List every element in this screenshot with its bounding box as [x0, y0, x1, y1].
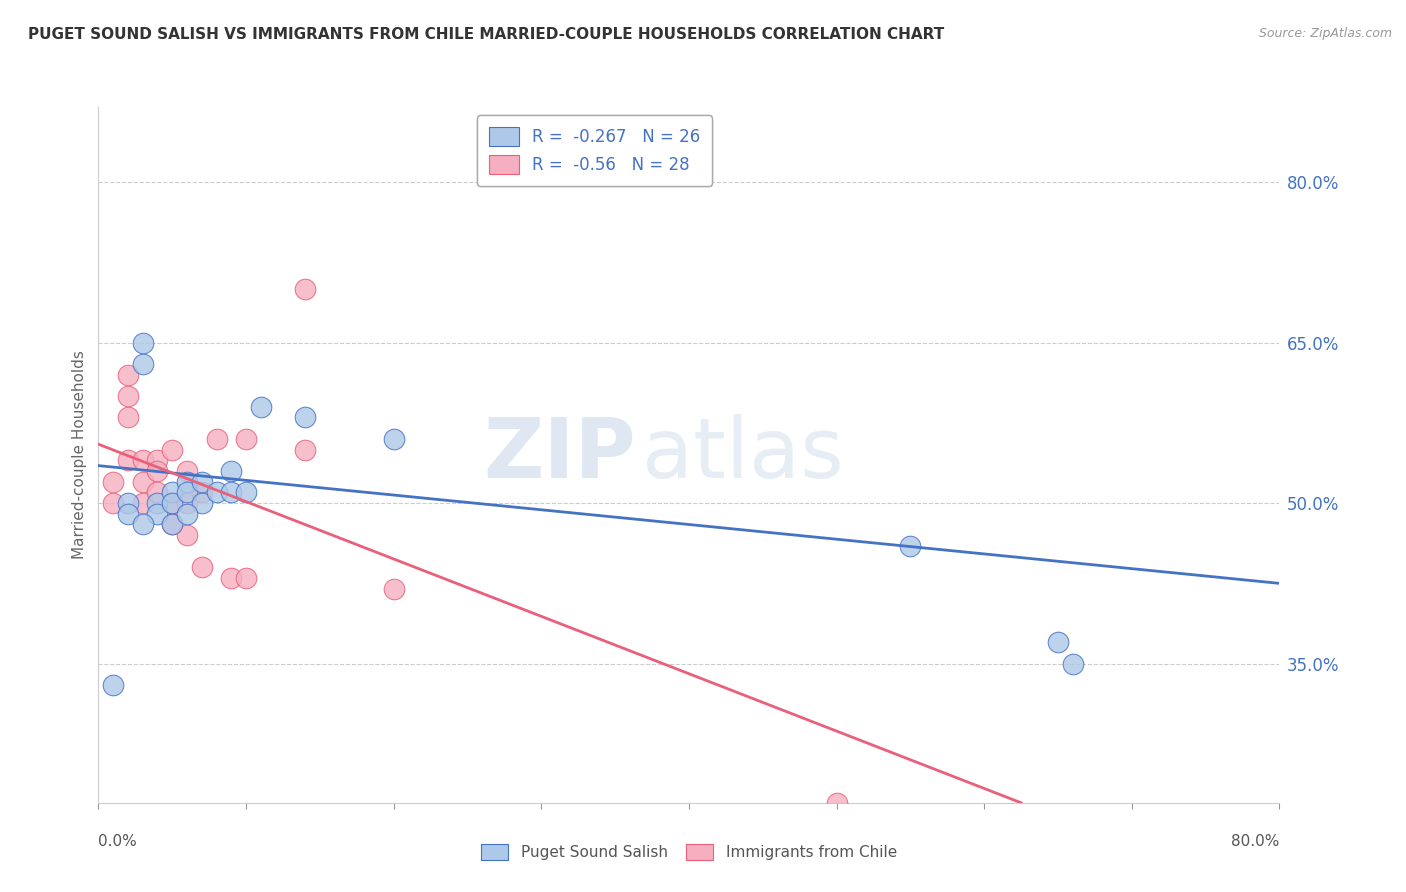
Legend: R =  -0.267   N = 26, R =  -0.56   N = 28: R = -0.267 N = 26, R = -0.56 N = 28	[477, 115, 711, 186]
Point	[146, 453, 169, 467]
Y-axis label: Married-couple Households: Married-couple Households	[72, 351, 87, 559]
Point	[117, 368, 139, 382]
Text: atlas: atlas	[641, 415, 844, 495]
Point	[162, 517, 183, 532]
Point	[162, 496, 183, 510]
Point	[900, 539, 922, 553]
Point	[132, 357, 155, 371]
Point	[117, 496, 139, 510]
Text: 80.0%: 80.0%	[1232, 834, 1279, 849]
Point	[103, 678, 125, 692]
Point	[132, 475, 155, 489]
Text: PUGET SOUND SALISH VS IMMIGRANTS FROM CHILE MARRIED-COUPLE HOUSEHOLDS CORRELATIO: PUGET SOUND SALISH VS IMMIGRANTS FROM CH…	[28, 27, 945, 42]
Point	[176, 496, 198, 510]
Point	[132, 335, 155, 350]
Text: 0.0%: 0.0%	[98, 834, 138, 849]
Point	[191, 475, 214, 489]
Point	[176, 507, 198, 521]
Point	[382, 432, 405, 446]
Point	[117, 410, 139, 425]
Point	[132, 453, 155, 467]
Point	[176, 475, 198, 489]
Point	[162, 517, 183, 532]
Point	[235, 485, 257, 500]
Point	[176, 464, 198, 478]
Point	[146, 464, 169, 478]
Point	[103, 475, 125, 489]
Point	[146, 507, 169, 521]
Text: Source: ZipAtlas.com: Source: ZipAtlas.com	[1258, 27, 1392, 40]
Point	[191, 485, 214, 500]
Point	[250, 400, 273, 414]
Point	[294, 282, 316, 296]
Point	[219, 485, 242, 500]
Point	[1062, 657, 1084, 671]
Text: ZIP: ZIP	[484, 415, 636, 495]
Point	[191, 560, 214, 574]
Point	[294, 442, 316, 457]
Point	[825, 796, 848, 810]
Point	[132, 496, 155, 510]
Point	[146, 496, 169, 510]
Point	[235, 432, 257, 446]
Point	[191, 496, 214, 510]
Point	[294, 410, 316, 425]
Point	[132, 517, 155, 532]
Point	[382, 582, 405, 596]
Point	[162, 485, 183, 500]
Point	[162, 442, 183, 457]
Point	[117, 389, 139, 403]
Point	[176, 485, 198, 500]
Point	[235, 571, 257, 585]
Point	[117, 507, 139, 521]
Point	[205, 485, 228, 500]
Point	[219, 571, 242, 585]
Point	[205, 432, 228, 446]
Point	[162, 496, 183, 510]
Point	[1046, 635, 1069, 649]
Legend: Puget Sound Salish, Immigrants from Chile: Puget Sound Salish, Immigrants from Chil…	[475, 838, 903, 866]
Point	[146, 485, 169, 500]
Point	[117, 453, 139, 467]
Point	[219, 464, 242, 478]
Point	[176, 528, 198, 542]
Point	[103, 496, 125, 510]
